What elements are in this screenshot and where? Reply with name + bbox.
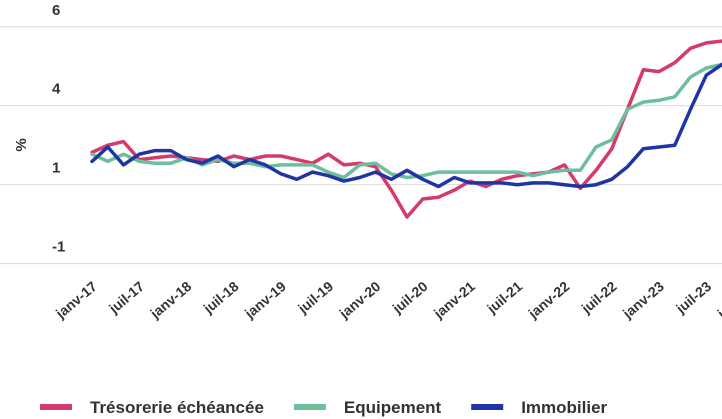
- x-tick-label: janv-18: [146, 278, 194, 322]
- x-tick-label: janv-21: [430, 278, 478, 322]
- y-tick-label: 1: [52, 160, 60, 177]
- y-tick-label: -1: [52, 239, 65, 256]
- y-tick-label: 4: [52, 81, 61, 98]
- legend-label: Equipement: [344, 398, 442, 417]
- x-tick-label: janv-20: [335, 278, 383, 322]
- legend-label: Trésorerie échéancée: [90, 398, 264, 417]
- x-tick-label: juil-17: [105, 278, 147, 317]
- x-tick-label: juil-19: [294, 278, 336, 317]
- x-tick-label: juil-18: [200, 278, 242, 317]
- x-tick-label: janv-17: [52, 278, 100, 322]
- x-tick-label: juil-20: [389, 278, 431, 317]
- legend-label: Immobilier: [521, 398, 607, 417]
- y-tick-label: 6: [52, 2, 60, 19]
- x-tick-label: juil-22: [578, 278, 620, 317]
- y-axis-label: %: [13, 138, 30, 151]
- x-tick-label: juil-23: [672, 278, 714, 317]
- series-line: [90, 62, 722, 189]
- x-tick-label: janv-23: [619, 278, 667, 322]
- x-tick-label: janv-24: [713, 278, 722, 322]
- series-line: [90, 39, 722, 219]
- x-tick-label: janv-22: [524, 278, 572, 322]
- x-tick-label: janv-19: [241, 278, 289, 322]
- x-tick-label: juil-21: [483, 278, 525, 317]
